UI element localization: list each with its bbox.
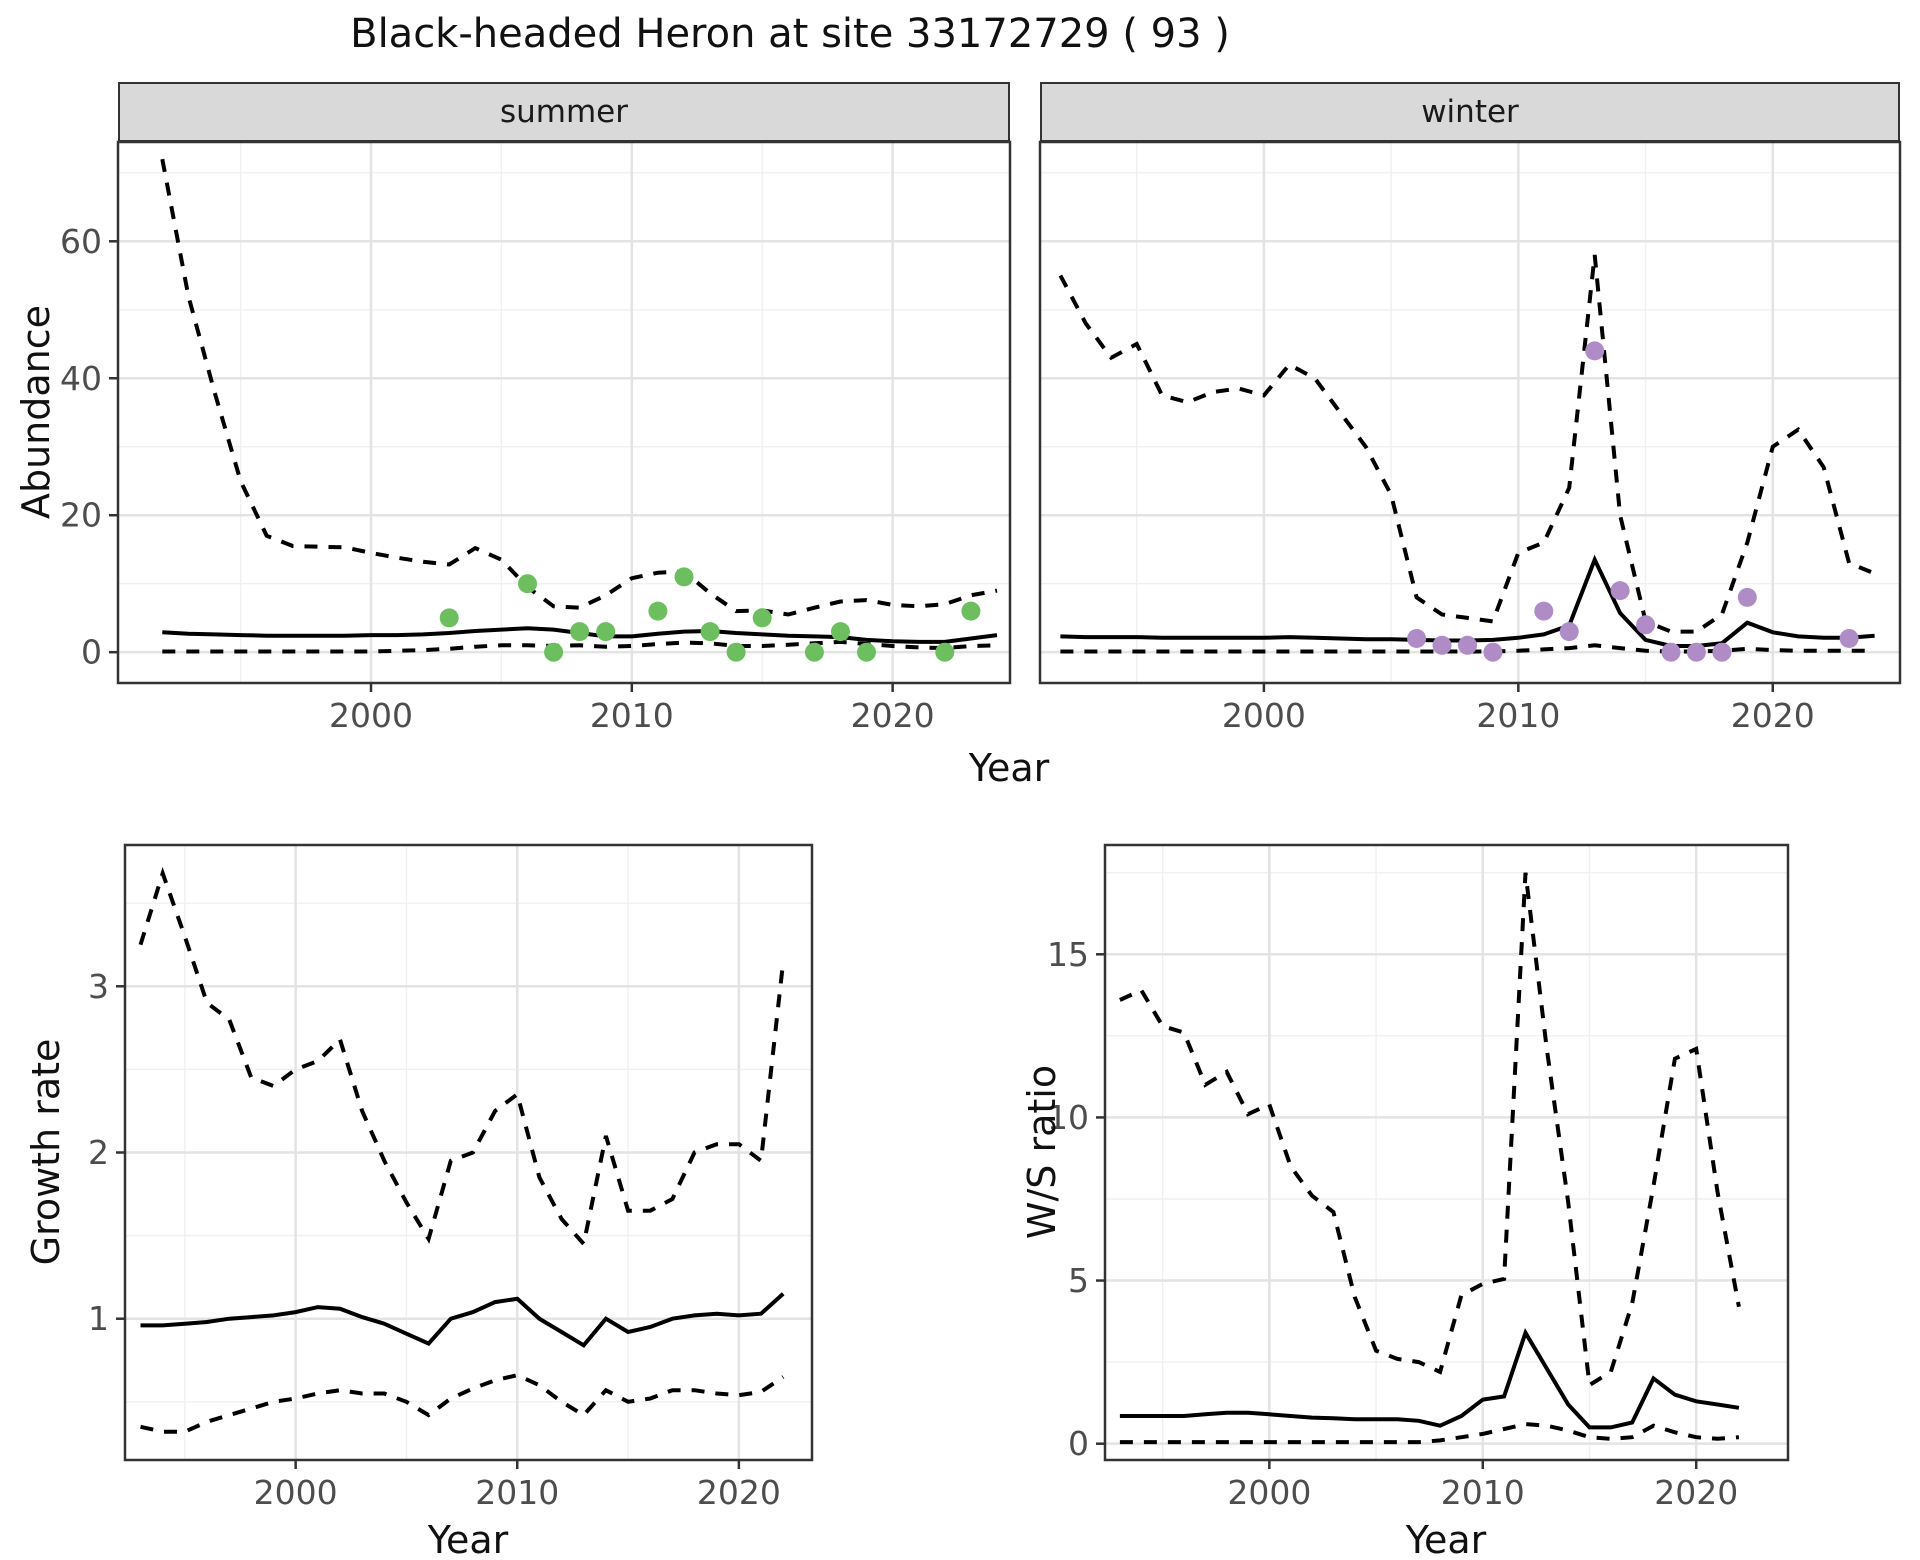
data-point-observed_counts — [674, 567, 694, 587]
x-tick-label: 2000 — [254, 1473, 338, 1512]
panel-border — [1038, 140, 1902, 685]
x-tick-label: 2000 — [1227, 1473, 1311, 1512]
y-tick-label: 2 — [88, 1133, 109, 1172]
data-layer — [1119, 872, 1741, 1445]
growth-rate-axis-title: Growth rate — [24, 1038, 68, 1266]
panel-border — [116, 140, 1012, 685]
data-point-observed_counts — [1712, 642, 1732, 662]
panel-border — [1103, 843, 1790, 1462]
data-point-observed_counts — [1432, 635, 1452, 655]
y-tick-label: 1 — [88, 1299, 109, 1338]
panel-abundance_summer: 2000 2010 2020 0 20 40 60 — [60, 140, 1012, 735]
data-point-observed_counts — [439, 608, 459, 628]
series-lower_ci — [1060, 643, 1875, 654]
data-point-observed_counts — [726, 642, 746, 662]
series-upper_ci — [160, 158, 998, 617]
x-tick-label: 2020 — [1654, 1473, 1738, 1512]
growth-year-axis-title: Year — [427, 1518, 509, 1560]
data-point-observed_counts — [1839, 629, 1859, 648]
panel-ws_ratio: 2000 2010 2020 0 5 10 15 — [1047, 843, 1790, 1512]
data-point-observed_counts — [1483, 642, 1503, 662]
series-lower_ci — [1119, 1422, 1740, 1445]
y-tick-label: 15 — [1047, 935, 1089, 974]
data-point-observed_counts — [1559, 622, 1579, 642]
series-upper_ci — [1058, 254, 1876, 634]
data-point-observed_counts — [1610, 581, 1630, 601]
data-point-observed_counts — [961, 601, 981, 621]
facet-strip-winter: winter — [1040, 82, 1900, 142]
x-tick-label: 2010 — [1441, 1473, 1525, 1512]
data-point-observed_counts — [1407, 629, 1427, 648]
y-tick-label: 0 — [1068, 1424, 1089, 1463]
data-point-observed_counts — [518, 574, 537, 594]
data-point-observed_counts — [1636, 615, 1656, 635]
panel-background — [118, 142, 1010, 683]
data-point-observed_counts — [831, 622, 850, 642]
facet-strip-winter-label: winter — [1421, 94, 1519, 130]
facet-strip-summer-label: summer — [499, 94, 628, 130]
data-point-observed_counts — [648, 601, 668, 621]
data-point-observed_counts — [544, 642, 564, 662]
y-tick-label: 20 — [60, 496, 102, 535]
data-layer — [160, 158, 998, 662]
data-point-observed_counts — [857, 642, 876, 662]
x-tick-label: 2000 — [1222, 696, 1306, 735]
series-lower_ci — [162, 639, 998, 654]
data-point-observed_counts — [1737, 587, 1757, 607]
data-layer — [1058, 254, 1876, 662]
y-tick-label: 3 — [88, 967, 109, 1006]
ws-ratio-axis-title: W/S ratio — [1020, 1064, 1064, 1240]
data-point-observed_counts — [935, 642, 955, 662]
series-upper_ci — [138, 866, 786, 1249]
data-point-observed_counts — [1661, 642, 1681, 662]
y-tick-label: 5 — [1068, 1261, 1089, 1300]
x-tick-label: 2010 — [590, 696, 674, 735]
panel-background — [1105, 845, 1788, 1460]
y-tick-label: 60 — [60, 222, 102, 261]
data-point-observed_counts — [804, 642, 824, 662]
x-tick-label: 2010 — [1476, 696, 1560, 735]
top-year-axis-title: Year — [968, 746, 1050, 790]
abundance-axis-title: Abundance — [14, 304, 58, 520]
series-mean — [1119, 1328, 1740, 1430]
y-tick-label: 10 — [1047, 1098, 1089, 1137]
data-point-observed_counts — [570, 622, 590, 642]
panel-growth_rate: 2000 2010 2020 1 2 3 — [88, 843, 814, 1512]
panel-abundance_winter: 2000 2010 2020 — [1038, 140, 1902, 735]
x-tick-label: 2020 — [1731, 696, 1815, 735]
data-point-observed_counts — [752, 608, 772, 628]
data-point-observed_counts — [1585, 341, 1605, 361]
series-mean — [140, 1292, 785, 1348]
y-tick-label: 40 — [60, 359, 102, 398]
data-point-observed_counts — [700, 622, 720, 642]
facet-strip-summer: summer — [118, 82, 1010, 142]
plot-title: Black-headed Heron at site 33172729 ( 93… — [350, 11, 1230, 57]
x-tick-label: 2020 — [697, 1473, 781, 1512]
panel-background — [1040, 142, 1900, 683]
y-tick-label: 0 — [81, 633, 102, 672]
x-tick-label: 2020 — [851, 696, 935, 735]
data-point-observed_counts — [1686, 642, 1706, 662]
data-point-observed_counts — [1534, 601, 1554, 621]
series-lower_ci — [140, 1373, 785, 1434]
data-point-observed_counts — [596, 622, 616, 642]
data-point-observed_counts — [1458, 635, 1477, 655]
x-tick-label: 2000 — [329, 696, 413, 735]
x-tick-label: 2010 — [475, 1473, 559, 1512]
data-layer — [138, 866, 786, 1434]
ws-year-axis-title: Year — [1405, 1518, 1487, 1560]
